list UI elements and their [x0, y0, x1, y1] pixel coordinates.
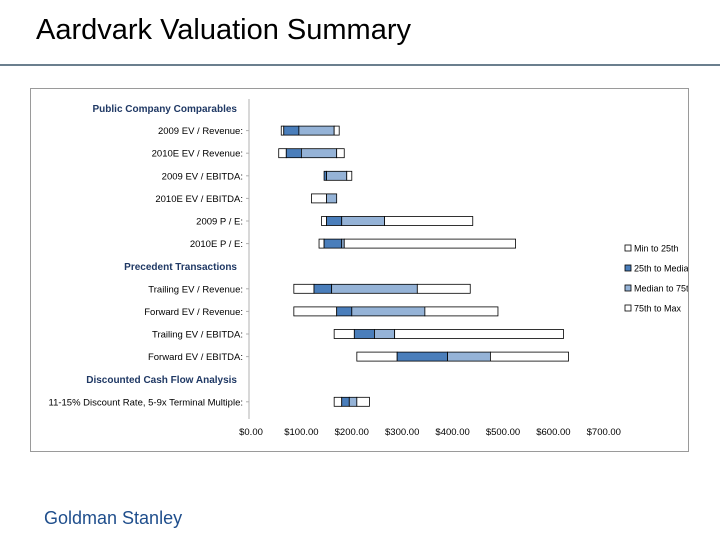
- row-label: 2010E P / E:: [190, 239, 243, 250]
- x-tick-label: $300.00: [385, 427, 419, 438]
- bar-25th-to-median: [336, 306, 353, 317]
- bar-25th-to-median: [341, 396, 350, 407]
- bar-75th-to-max: [489, 351, 569, 362]
- legend-label: Min to 25th: [634, 244, 679, 254]
- legend-swatch-min-to-25th: [624, 244, 632, 252]
- legend-swatch-25th-to-median: [624, 264, 632, 272]
- x-tick-label: $500.00: [486, 427, 520, 438]
- slide-title: Aardvark Valuation Summary: [36, 14, 412, 46]
- row-label: Forward EV / Revenue:: [144, 307, 243, 318]
- row-label: 2009 EV / Revenue:: [158, 126, 243, 137]
- bar-75th-to-max: [333, 125, 340, 136]
- section-header: Public Company Comparables: [93, 104, 238, 115]
- row-label: 2010E EV / Revenue:: [152, 149, 243, 160]
- bar-median-to-75th: [326, 193, 338, 204]
- bar-25th-to-median: [283, 125, 300, 136]
- bar-25th-to-median: [326, 216, 343, 226]
- row-label: 2009 P / E:: [196, 217, 243, 228]
- bar-median-to-75th: [300, 148, 338, 159]
- bar-median-to-75th: [374, 329, 396, 339]
- row-label: Trailing EV / EBITDA:: [152, 330, 243, 341]
- row-label: 2010E EV / EBITDA:: [155, 194, 243, 205]
- valuation-football-field-chart: Public Company Comparables 2009 EV / Reve…: [49, 99, 688, 438]
- row-label: Forward EV / EBITDA:: [148, 352, 243, 363]
- x-tick-label: $400.00: [435, 427, 469, 438]
- bar-75th-to-max: [336, 148, 345, 159]
- bar-75th-to-max: [424, 306, 499, 317]
- bar-25th-to-median: [285, 148, 302, 159]
- bar-75th-to-max: [346, 170, 353, 181]
- bar-min-to-25th: [333, 396, 343, 407]
- section-header: Discounted Cash Flow Analysis: [86, 375, 237, 386]
- bar-median-to-75th: [447, 351, 491, 362]
- bar-min-to-25th: [333, 329, 355, 339]
- bar-min-to-25th: [311, 193, 328, 204]
- bar-median-to-75th: [298, 125, 335, 136]
- bar-median-to-75th: [326, 170, 348, 181]
- bar-75th-to-max: [343, 238, 516, 249]
- x-tick-label: $200.00: [335, 427, 369, 438]
- row-label: 11-15% Discount Rate, 5-9x Terminal Mult…: [49, 397, 244, 408]
- legend-label: Median to 75th: [634, 284, 688, 294]
- chart-frame: Public Company Comparables 2009 EV / Reve…: [30, 88, 689, 452]
- bar-75th-to-max: [384, 216, 474, 226]
- bar-min-to-25th: [318, 238, 325, 249]
- legend-swatch-75th-to-max: [624, 304, 632, 312]
- bar-min-to-25th: [356, 351, 398, 362]
- bar-min-to-25th: [321, 216, 327, 226]
- row-label: 2009 EV / EBITDA:: [162, 171, 243, 182]
- footer-brand: Goldman Stanley: [44, 508, 183, 528]
- x-tick-label: $600.00: [536, 427, 570, 438]
- bar-75th-to-max: [416, 283, 471, 294]
- legend-swatch-median-to-75th: [624, 284, 632, 292]
- x-tick-label: $100.00: [284, 427, 318, 438]
- bar-min-to-25th: [293, 283, 315, 294]
- legend-label: 25th to Median: [634, 264, 688, 274]
- bar-25th-to-median: [353, 329, 375, 339]
- bar-25th-to-median: [313, 283, 333, 294]
- bar-25th-to-median: [396, 351, 448, 362]
- bar-median-to-75th: [351, 306, 426, 317]
- bar-75th-to-max: [394, 329, 564, 339]
- bar-25th-to-median: [323, 238, 343, 249]
- row-label: Trailing EV / Revenue:: [148, 284, 243, 295]
- legend-label: 75th to Max: [634, 304, 682, 314]
- section-header: Precedent Transactions: [124, 262, 237, 273]
- x-tick-label: $0.00: [239, 427, 263, 438]
- x-tick-label: $700.00: [587, 427, 621, 438]
- bar-75th-to-max: [356, 396, 370, 407]
- bar-min-to-25th: [293, 306, 338, 317]
- bar-median-to-75th: [341, 216, 385, 226]
- bar-median-to-75th: [348, 396, 358, 407]
- bar-min-to-25th: [278, 148, 287, 159]
- bar-median-to-75th: [331, 283, 418, 294]
- title-divider: [0, 64, 720, 66]
